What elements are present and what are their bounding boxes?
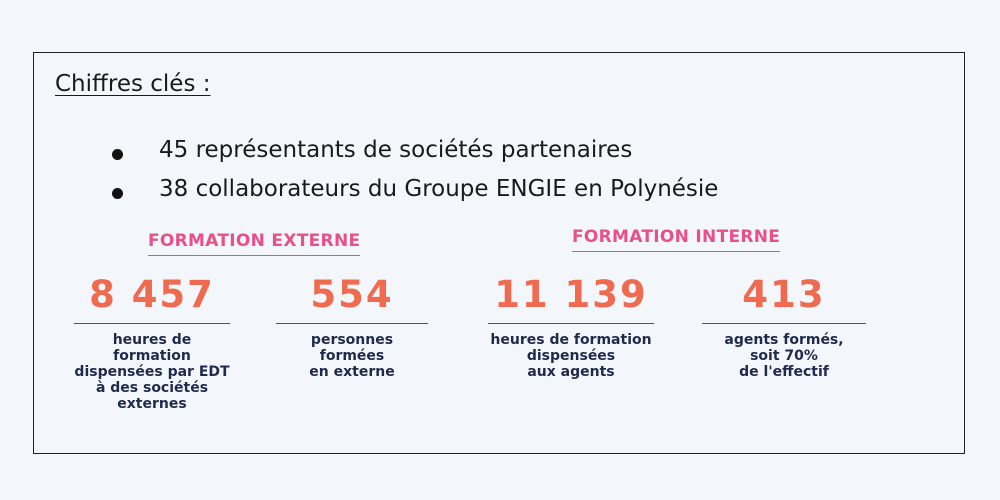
key-figures-card: Chiffres clés : 45 représentants de soci… — [33, 52, 965, 454]
stat-description: heures de formation dispensées aux agent… — [490, 332, 652, 380]
stat-value: 8 457 — [89, 273, 215, 316]
card-title: Chiffres clés : — [55, 71, 211, 97]
stat-divider — [276, 323, 428, 324]
internal-agents-stat: 413 agents formés, soit 70% de l'effecti… — [701, 273, 867, 380]
bullet-text: 45 représentants de sociétés partenaires — [159, 137, 633, 163]
stat-description: agents formés, soit 70% de l'effectif — [724, 332, 844, 380]
bullet-dot-icon — [112, 188, 123, 199]
stat-description: personnes formées en externe — [309, 332, 395, 380]
stat-value: 413 — [742, 273, 826, 316]
external-hours-stat: 8 457 heures de formation dispensées par… — [72, 273, 232, 412]
stat-divider — [702, 323, 866, 324]
bullet-dot-icon — [112, 149, 123, 160]
stat-description: heures de formation dispensées par EDT à… — [74, 332, 230, 412]
stat-divider — [488, 323, 654, 324]
external-people-stat: 554 personnes formées en externe — [274, 273, 430, 380]
stat-divider — [74, 323, 230, 324]
internal-training-heading: FORMATION INTERNE — [572, 227, 781, 252]
internal-hours-stat: 11 139 heures de formation dispensées au… — [486, 273, 656, 380]
external-training-heading: FORMATION EXTERNE — [148, 231, 361, 256]
stat-value: 11 139 — [494, 273, 648, 316]
bullet-text: 38 collaborateurs du Groupe ENGIE en Pol… — [159, 176, 719, 202]
stat-value: 554 — [310, 273, 394, 316]
